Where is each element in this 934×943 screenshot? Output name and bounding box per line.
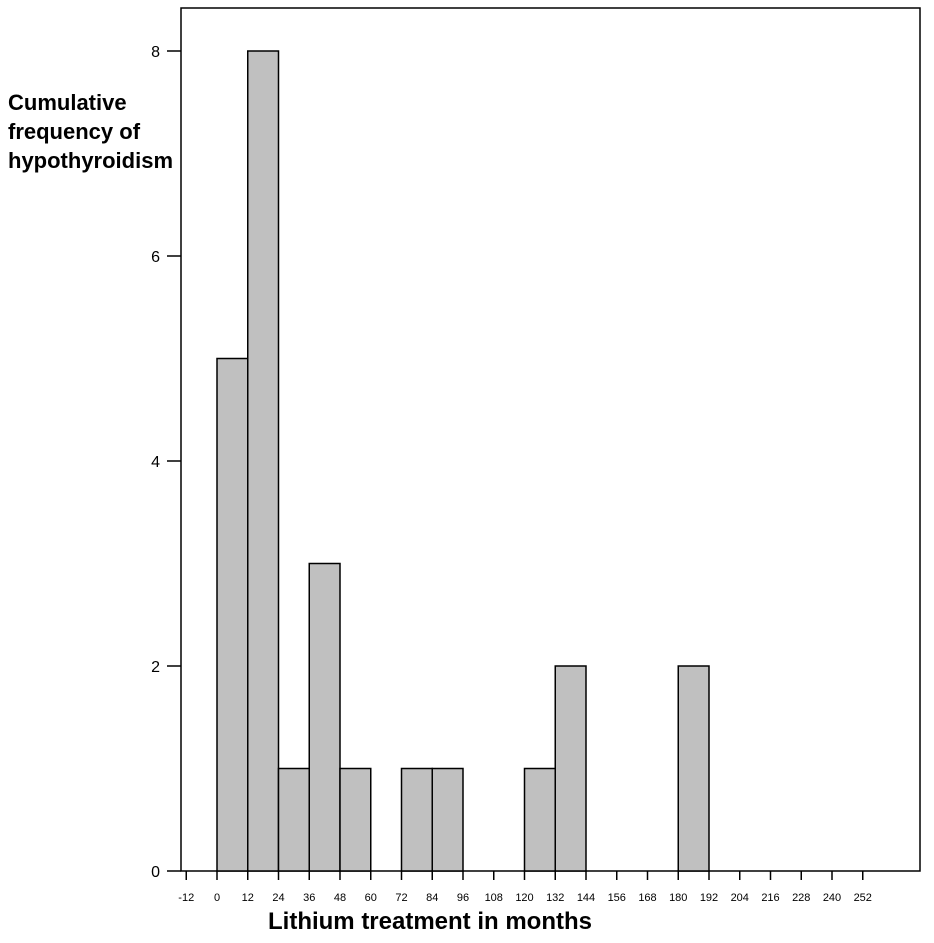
y-axis-label-line-2: frequency of: [8, 119, 141, 144]
x-tick-label: 12: [242, 892, 254, 904]
x-tick-240: 240: [823, 871, 841, 904]
x-tick-label: 156: [608, 892, 626, 904]
x-tick-label: 120: [515, 892, 533, 904]
bar-84-96: [431, 767, 464, 872]
x-axis-ticks: -12 0 12 24 36 48 60 72 84 96 108 120 132 144 156 168 18…: [178, 871, 872, 904]
y-tick-4: 4: [151, 454, 181, 471]
y-tick-label: 0: [151, 864, 160, 881]
x-tick-96: 96: [457, 871, 469, 904]
bar-72-84: [400, 767, 433, 872]
x-tick-label: 192: [700, 892, 718, 904]
bar-0-12: [216, 357, 249, 872]
x-tick-180: 180: [669, 871, 687, 904]
x-tick-168: 168: [638, 871, 657, 904]
x-tick-label: 168: [638, 892, 656, 904]
bars: [216, 50, 710, 872]
y-tick-0: 0: [151, 864, 181, 881]
bar-24-36: [277, 767, 310, 872]
x-tick-label: 96: [457, 892, 469, 904]
y-axis-ticks: 0 2 4 6 8: [151, 44, 181, 881]
x-tick-48: 48: [334, 871, 346, 904]
x-tick-108: 108: [485, 871, 503, 904]
x-tick-label: 216: [761, 892, 779, 904]
x-tick--12: -12: [178, 871, 194, 904]
x-tick-72: 72: [395, 871, 408, 904]
x-tick-84: 84: [426, 871, 438, 904]
x-tick-204: 204: [731, 871, 749, 904]
plot-frame: [180, 7, 921, 872]
y-tick-label: 4: [151, 454, 160, 471]
y-tick-6: 6: [151, 249, 181, 266]
x-tick-120: 120: [515, 871, 534, 904]
y-tick-2: 2: [151, 659, 181, 676]
x-tick-216: 216: [761, 871, 780, 904]
y-axis-label-line-1: Cumulative: [8, 90, 127, 115]
x-tick-label: 108: [485, 892, 503, 904]
x-tick-label: 132: [546, 892, 564, 904]
bar-120-132: [523, 767, 556, 872]
x-tick-228: 228: [792, 871, 810, 904]
x-tick-label: 72: [395, 892, 407, 904]
x-tick-0: 0: [214, 871, 220, 904]
x-tick-label: -12: [178, 892, 194, 904]
bar-12-24: [247, 50, 280, 872]
bar-180-192: [677, 665, 710, 872]
x-tick-144: 144: [577, 871, 595, 904]
x-axis-label: Lithium treatment in months: [268, 908, 592, 935]
x-tick-label: 0: [214, 892, 220, 904]
x-tick-60: 60: [365, 871, 377, 904]
x-tick-156: 156: [608, 871, 626, 904]
x-tick-label: 36: [303, 892, 315, 904]
x-tick-192: 192: [700, 871, 718, 904]
x-tick-label: 144: [577, 892, 595, 904]
x-tick-label: 252: [854, 892, 872, 904]
bar-48-60: [339, 767, 372, 872]
x-tick-132: 132: [546, 871, 564, 904]
x-tick-label: 204: [731, 892, 749, 904]
bar-36-48: [308, 562, 341, 872]
x-tick-label: 180: [669, 892, 687, 904]
y-tick-label: 6: [151, 249, 160, 266]
x-tick-label: 240: [823, 892, 841, 904]
x-tick-label: 60: [365, 892, 377, 904]
y-tick-label: 2: [151, 659, 160, 676]
x-tick-24: 24: [272, 871, 285, 904]
x-tick-label: 48: [334, 892, 346, 904]
y-axis-label-line-3: hypothyroidism: [8, 148, 174, 173]
y-axis-label: Cumulative frequency of hypothyroidism: [8, 88, 173, 175]
x-tick-12: 12: [242, 871, 254, 904]
bar-132-144: [554, 665, 587, 872]
x-tick-label: 84: [426, 892, 438, 904]
x-tick-label: 24: [272, 892, 284, 904]
y-tick-label: 8: [151, 44, 160, 61]
x-tick-252: 252: [854, 871, 872, 904]
x-tick-36: 36: [303, 871, 315, 904]
x-tick-label: 228: [792, 892, 810, 904]
y-tick-8: 8: [151, 44, 181, 61]
